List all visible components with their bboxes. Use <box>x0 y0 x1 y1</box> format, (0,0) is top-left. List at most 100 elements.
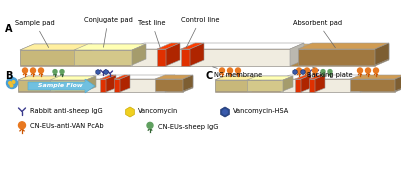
Polygon shape <box>86 76 96 91</box>
Polygon shape <box>100 79 106 92</box>
Polygon shape <box>295 75 311 79</box>
Polygon shape <box>157 43 180 49</box>
Polygon shape <box>100 75 116 79</box>
Text: NC membrane: NC membrane <box>213 67 262 78</box>
Text: Backing plate: Backing plate <box>307 67 353 78</box>
Polygon shape <box>96 70 100 75</box>
Polygon shape <box>181 49 190 66</box>
Polygon shape <box>280 79 360 92</box>
Circle shape <box>22 68 28 73</box>
Polygon shape <box>18 76 193 80</box>
Circle shape <box>302 71 304 73</box>
Circle shape <box>18 122 26 129</box>
Circle shape <box>38 68 43 73</box>
Polygon shape <box>130 43 304 49</box>
Circle shape <box>358 68 363 73</box>
Circle shape <box>6 77 18 89</box>
Polygon shape <box>360 75 370 92</box>
Polygon shape <box>183 76 193 92</box>
Polygon shape <box>28 79 95 93</box>
Polygon shape <box>215 76 261 80</box>
Polygon shape <box>309 79 315 92</box>
Circle shape <box>30 68 36 73</box>
Polygon shape <box>132 44 146 65</box>
Text: CN-EUs-sheep IgG: CN-EUs-sheep IgG <box>158 123 219 130</box>
Circle shape <box>304 68 310 73</box>
Polygon shape <box>395 75 401 91</box>
Polygon shape <box>54 76 64 91</box>
Polygon shape <box>157 49 166 66</box>
Circle shape <box>223 110 227 114</box>
Circle shape <box>105 71 107 73</box>
Polygon shape <box>10 74 14 79</box>
Circle shape <box>60 70 64 74</box>
Polygon shape <box>126 107 134 117</box>
Polygon shape <box>20 44 92 50</box>
Polygon shape <box>120 75 130 92</box>
Circle shape <box>312 68 318 73</box>
Polygon shape <box>395 76 401 92</box>
Polygon shape <box>18 80 183 92</box>
Polygon shape <box>247 76 293 80</box>
Polygon shape <box>155 75 193 79</box>
Text: Control line: Control line <box>181 17 219 47</box>
Circle shape <box>53 70 57 74</box>
Polygon shape <box>20 50 375 66</box>
Text: CN-EUs-anti-VAN PcAb: CN-EUs-anti-VAN PcAb <box>30 123 103 130</box>
Text: Sample Flow: Sample Flow <box>38 84 82 89</box>
Polygon shape <box>215 80 395 92</box>
Polygon shape <box>166 43 180 66</box>
Polygon shape <box>85 75 175 79</box>
Polygon shape <box>301 70 305 75</box>
Circle shape <box>10 84 13 87</box>
Polygon shape <box>247 80 283 91</box>
Circle shape <box>235 68 241 73</box>
Polygon shape <box>50 76 96 80</box>
Text: C: C <box>205 71 212 81</box>
Circle shape <box>321 70 325 74</box>
Polygon shape <box>309 75 325 79</box>
Polygon shape <box>20 44 389 50</box>
Polygon shape <box>190 43 204 66</box>
Polygon shape <box>181 43 204 49</box>
Text: Vancomycin-HSA: Vancomycin-HSA <box>233 108 289 114</box>
Circle shape <box>365 68 371 73</box>
Polygon shape <box>221 107 229 117</box>
Polygon shape <box>375 44 389 66</box>
Text: B: B <box>5 71 12 81</box>
Polygon shape <box>18 80 54 91</box>
Polygon shape <box>375 43 389 65</box>
Polygon shape <box>104 70 108 75</box>
Circle shape <box>227 68 233 73</box>
Circle shape <box>296 68 302 73</box>
Polygon shape <box>350 75 401 79</box>
Circle shape <box>147 122 153 128</box>
Polygon shape <box>293 70 297 75</box>
Polygon shape <box>283 76 293 91</box>
Polygon shape <box>295 79 301 92</box>
Polygon shape <box>50 80 86 91</box>
Circle shape <box>219 68 225 73</box>
Polygon shape <box>183 75 193 91</box>
Polygon shape <box>251 76 261 91</box>
Circle shape <box>9 82 11 84</box>
Polygon shape <box>18 76 64 80</box>
Polygon shape <box>74 44 146 50</box>
Circle shape <box>373 68 379 73</box>
Polygon shape <box>20 50 78 65</box>
Text: A: A <box>5 24 12 34</box>
Polygon shape <box>106 75 116 92</box>
Polygon shape <box>114 79 120 92</box>
Text: Absorbent pad: Absorbent pad <box>294 20 342 48</box>
Polygon shape <box>315 75 325 92</box>
Polygon shape <box>114 75 130 79</box>
Circle shape <box>97 71 99 73</box>
Polygon shape <box>165 75 175 92</box>
Circle shape <box>328 70 332 74</box>
Text: Rabbit anti-sheep IgG: Rabbit anti-sheep IgG <box>30 107 103 114</box>
Polygon shape <box>215 76 401 80</box>
Polygon shape <box>350 79 395 91</box>
Polygon shape <box>301 75 311 92</box>
Polygon shape <box>78 44 92 65</box>
Text: Vancomycin: Vancomycin <box>138 108 178 114</box>
